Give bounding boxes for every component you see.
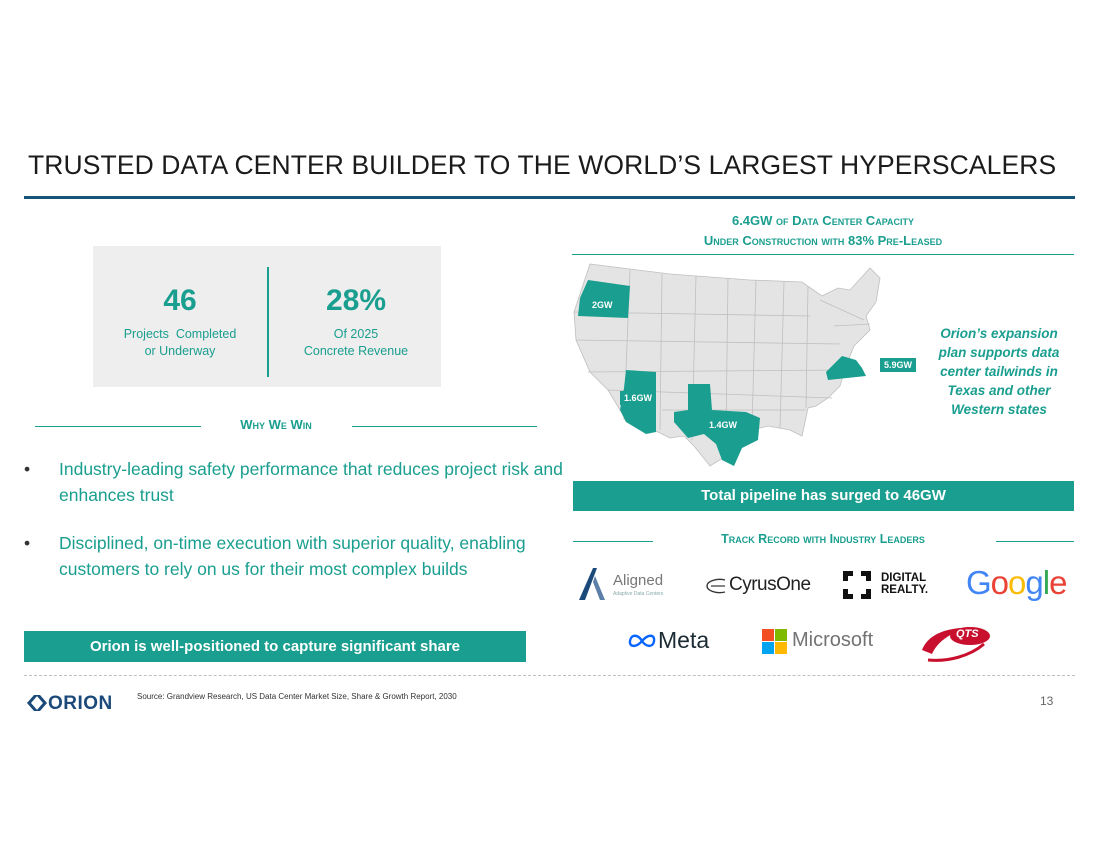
- capacity-heading-line: 6.4GW of Data Center Capacity: [731, 213, 915, 228]
- stat-label: Of 2025 Concrete Revenue: [269, 326, 443, 360]
- footer-divider: [24, 675, 1075, 676]
- orion-wordmark: ORION: [48, 693, 113, 714]
- qts-logo: QTS: [918, 620, 998, 664]
- meta-logo: Meta: [628, 626, 723, 658]
- meta-infinity-icon: [628, 634, 656, 648]
- qts-swoosh-icon: [922, 627, 990, 662]
- capacity-heading-line: Under Construction with 83% Pre-Leased: [703, 233, 943, 248]
- aligned-sub: Adaptive Data Centers: [613, 591, 664, 597]
- stat-divider: [267, 267, 269, 377]
- microsoft-logo: Microsoft: [762, 628, 882, 656]
- cyrusone-name: CyrusOne: [729, 574, 811, 595]
- stat-value: 28%: [325, 284, 387, 317]
- google-letter: G: [966, 564, 992, 601]
- why-win-banner: Orion is well-positioned to capture sign…: [24, 631, 526, 662]
- digital-realty-line: REALTY.: [881, 584, 929, 596]
- track-record-heading: Track Record with Industry Leaders: [721, 532, 925, 546]
- state-virginia: [826, 356, 866, 380]
- track-rule-left: [573, 541, 653, 542]
- aligned-name: Aligned: [613, 572, 664, 589]
- why-win-heading: Why We Win: [240, 417, 312, 432]
- why-win-rule-left: [35, 426, 201, 427]
- microsoft-name: Microsoft: [792, 629, 874, 651]
- google-letter: g: [1025, 564, 1043, 601]
- capacity-heading: 6.4GW of Data Center Capacity Under Cons…: [572, 211, 1074, 251]
- state-badge: 1.6GW: [620, 391, 657, 405]
- state-badge: 2GW: [588, 298, 617, 312]
- stats-panel: 46 Projects Completed or Underway 28% Of…: [93, 246, 441, 387]
- google-letter: o: [990, 564, 1009, 601]
- stat-label-line: Of 2025: [333, 327, 379, 341]
- digital-realty-bracket-icon: [843, 571, 871, 599]
- orion-chevron-icon: [27, 695, 47, 711]
- pipeline-banner: Total pipeline has surged to 46GW: [573, 481, 1074, 511]
- google-letter: o: [1008, 564, 1026, 601]
- microsoft-squares-icon: [762, 629, 787, 654]
- aligned-logo: Aligned Adaptive Data Centers: [577, 566, 687, 604]
- qts-name: QTS: [956, 628, 979, 640]
- bullet-dot: •: [24, 459, 31, 479]
- state-badge: 5.9GW: [880, 358, 917, 372]
- us-map: [573, 263, 881, 467]
- google-wordmark: Google: [966, 564, 1067, 601]
- stat-label-line: Projects Completed: [123, 327, 237, 341]
- page-title: TRUSTED DATA CENTER BUILDER TO THE WORLD…: [28, 150, 1057, 180]
- stat-label: Projects Completed or Underway: [93, 326, 267, 360]
- digital-realty-line: DIGITAL: [881, 572, 927, 584]
- state-lines: [573, 269, 871, 441]
- track-rule-right: [996, 541, 1074, 542]
- google-logo: Google: [966, 564, 1067, 604]
- bullet-text: Industry-leading safety performance that…: [59, 459, 563, 505]
- meta-name: Meta: [658, 627, 710, 653]
- google-letter: l: [1042, 564, 1050, 601]
- expansion-callout: Orion’s expansion plan supports data cen…: [938, 326, 1060, 417]
- stat-value: 46: [163, 284, 197, 317]
- bullet-text: Disciplined, on-time execution with supe…: [59, 533, 526, 579]
- digital-realty-logo: DIGITAL REALTY.: [841, 568, 941, 604]
- cyrusone-logo: CyrusOne: [705, 572, 815, 598]
- google-letter: e: [1049, 564, 1067, 601]
- stat-projects: 46 Projects Completed or Underway: [93, 246, 267, 360]
- state-badge: 1.4GW: [705, 418, 742, 432]
- cyrusone-swoosh-icon: [706, 578, 726, 594]
- why-win-list: • Industry-leading safety performance th…: [24, 456, 564, 604]
- why-win-rule-right: [352, 426, 537, 427]
- source-note: Source: Grandview Research, US Data Cent…: [137, 692, 457, 701]
- page-number: 13: [1040, 694, 1054, 708]
- stat-label-line: Concrete Revenue: [303, 344, 409, 358]
- stat-label-line: or Underway: [144, 344, 216, 358]
- aligned-mark-icon: [579, 568, 605, 600]
- list-item: • Disciplined, on-time execution with su…: [24, 530, 564, 582]
- capacity-rule: [572, 254, 1074, 255]
- list-item: • Industry-leading safety performance th…: [24, 456, 564, 508]
- bullet-dot: •: [24, 533, 31, 553]
- stat-revenue: 28% Of 2025 Concrete Revenue: [269, 246, 443, 360]
- digital-realty-name: DIGITAL REALTY.: [881, 572, 928, 596]
- title-divider: [24, 196, 1075, 199]
